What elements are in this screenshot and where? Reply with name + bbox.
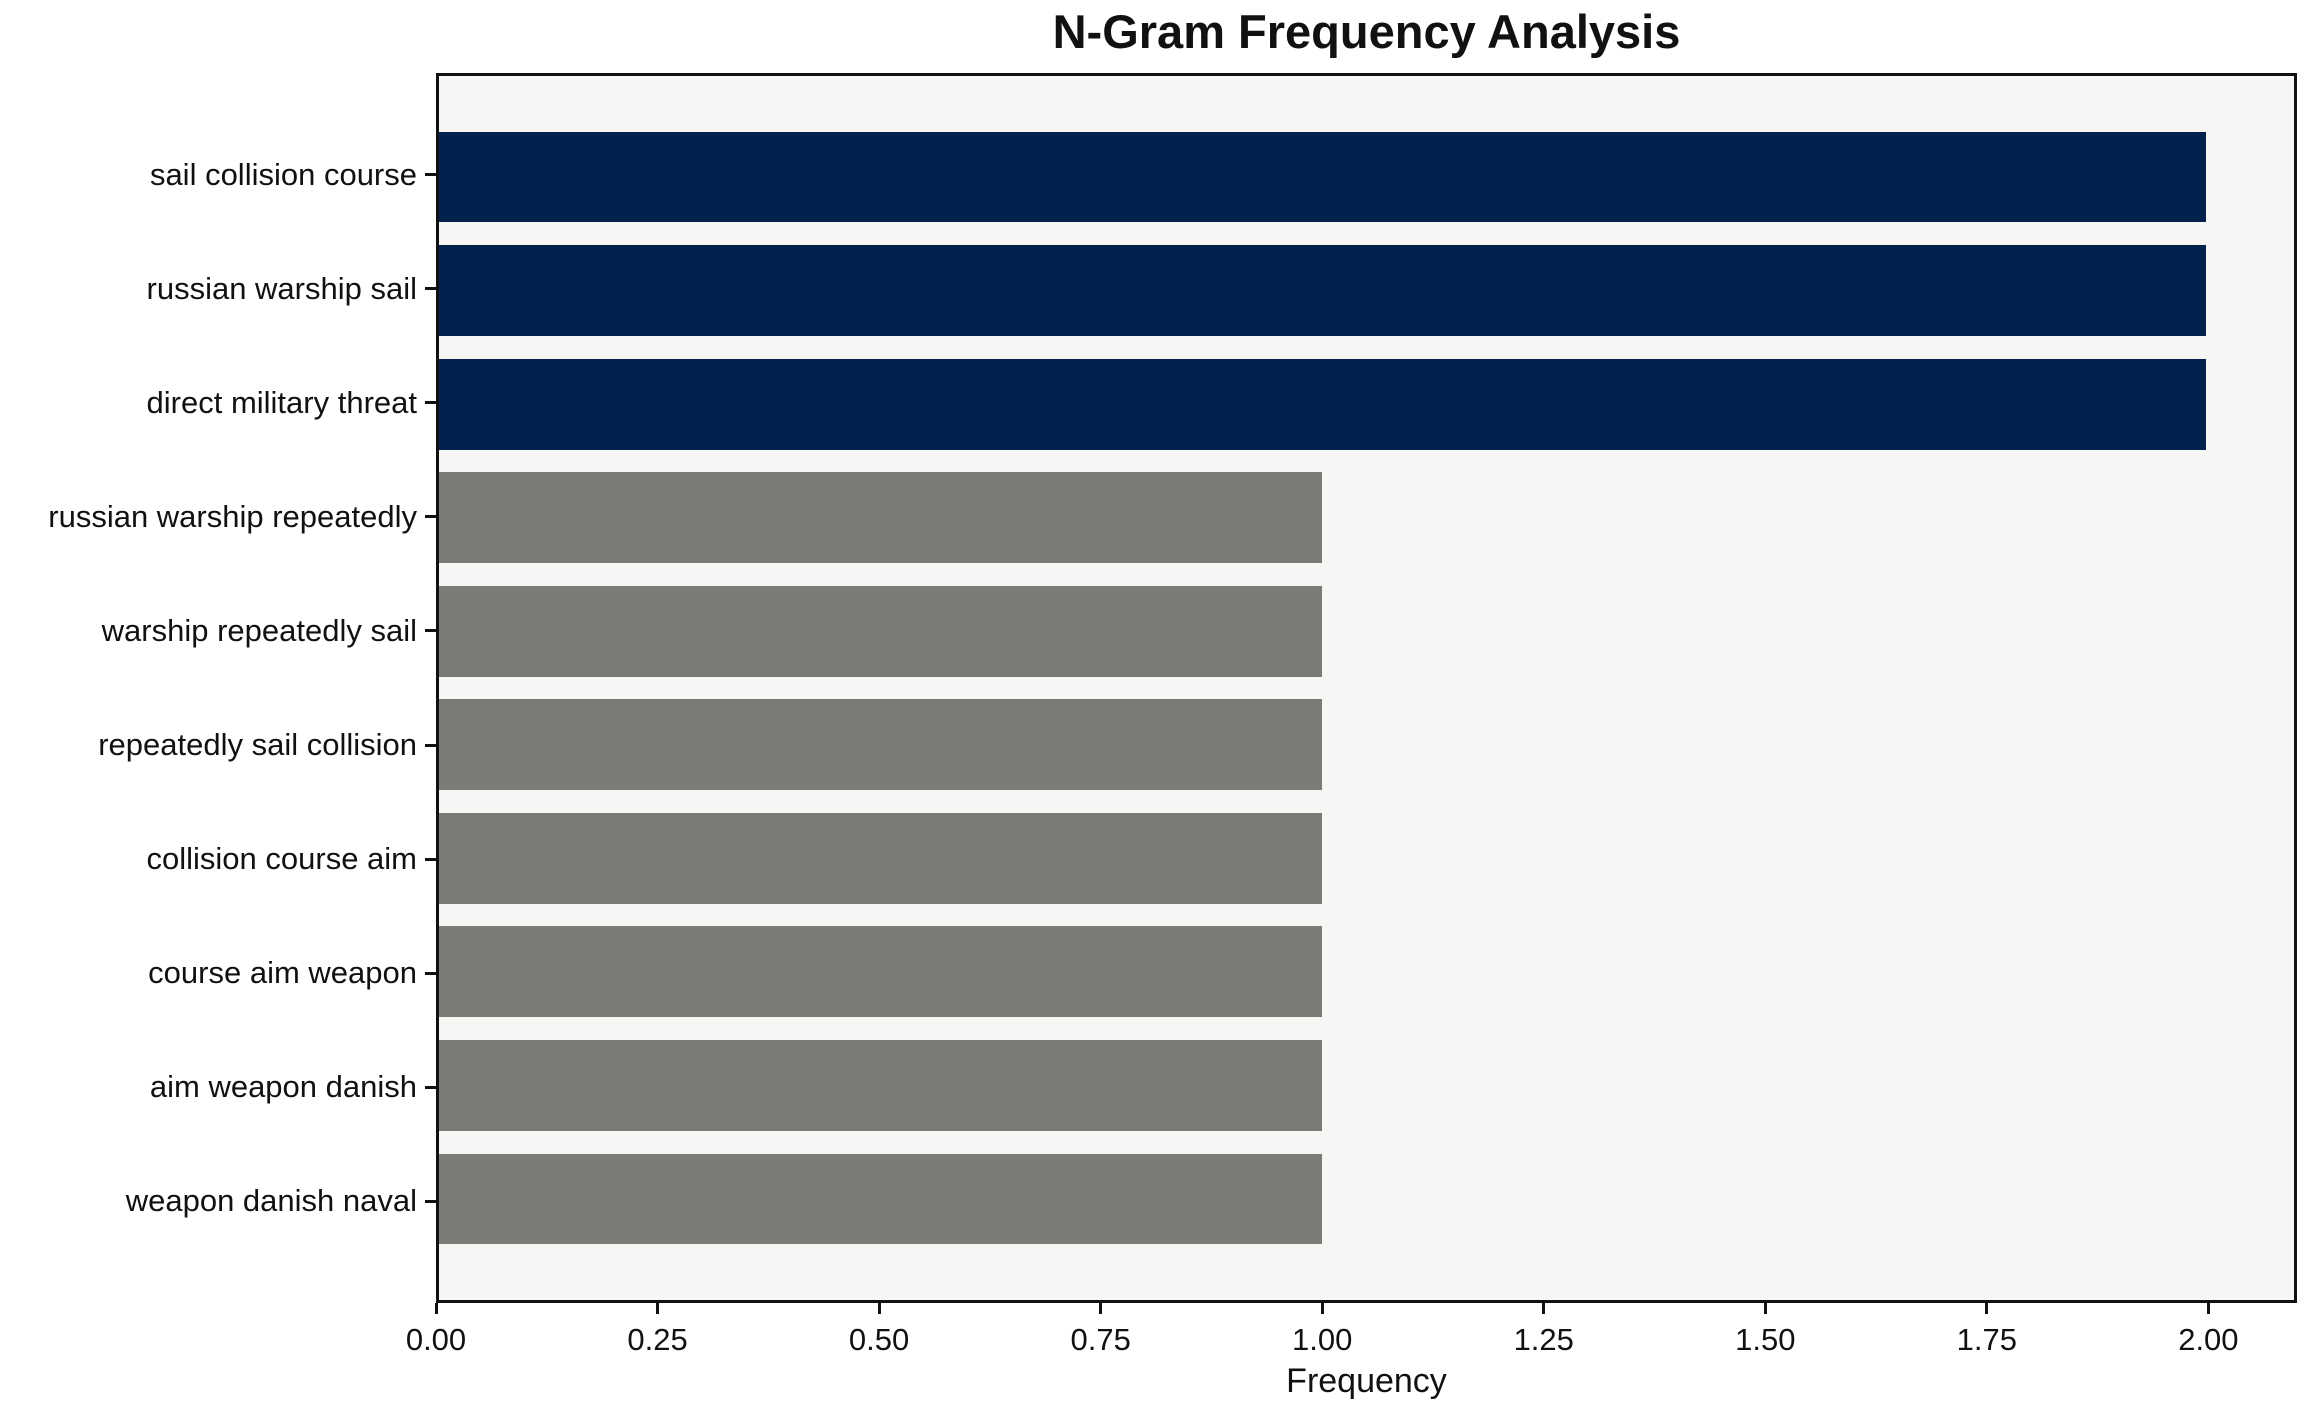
- y-tick-label: repeatedly sail collision: [98, 727, 417, 763]
- chart-title: N-Gram Frequency Analysis: [1052, 5, 1681, 58]
- x-tick-label: 0.75: [1070, 1322, 1131, 1357]
- x-tick-label: 2.00: [2178, 1322, 2239, 1357]
- x-tick-label: 1.25: [1513, 1322, 1574, 1357]
- bar-3: [439, 358, 2206, 450]
- bar-4: [439, 472, 1323, 564]
- bar-8: [439, 926, 1323, 1018]
- y-tick-label: russian warship repeatedly: [48, 498, 417, 534]
- bar-9: [439, 1039, 1323, 1131]
- bar-2: [439, 245, 2206, 336]
- bar-6: [439, 699, 1323, 791]
- x-tick-mark: [1099, 1303, 1103, 1314]
- y-tick-mark: [425, 401, 436, 405]
- bar-5: [439, 585, 1323, 677]
- x-tick-mark: [877, 1303, 881, 1314]
- y-tick-mark: [425, 1085, 436, 1089]
- x-tick-mark: [1542, 1303, 1546, 1314]
- y-tick-mark: [425, 857, 436, 861]
- bar-10: [439, 1153, 1323, 1245]
- x-tick-label: 1.75: [1956, 1322, 2017, 1357]
- y-tick-mark: [425, 629, 436, 633]
- x-tick-mark: [434, 1303, 438, 1314]
- y-tick-label: sail collision course: [149, 156, 417, 192]
- bar-1: [439, 131, 2206, 223]
- x-tick-label: 0.00: [405, 1322, 467, 1357]
- x-tick-label: 0.50: [848, 1322, 910, 1357]
- y-tick-mark: [425, 173, 436, 177]
- x-tick-mark: [1985, 1303, 1989, 1314]
- y-tick-label: russian warship sail: [146, 270, 418, 306]
- y-tick-label: course aim weapon: [148, 955, 417, 991]
- y-tick-label: collision course aim: [146, 841, 418, 877]
- y-tick-label: warship repeatedly sail: [101, 612, 417, 648]
- x-tick-mark: [1763, 1303, 1767, 1314]
- x-tick-mark: [2206, 1303, 2210, 1314]
- y-tick-mark: [425, 971, 436, 975]
- x-axis-label: Frequency: [1286, 1362, 1447, 1400]
- x-tick-mark: [656, 1303, 660, 1314]
- y-tick-label: direct military threat: [146, 384, 417, 420]
- y-tick-mark: [425, 515, 436, 519]
- x-tick-label: 0.25: [627, 1322, 688, 1357]
- bar-7: [439, 812, 1323, 904]
- x-tick-label: 1.00: [1292, 1322, 1353, 1357]
- x-tick-label: 1.50: [1735, 1322, 1796, 1357]
- y-tick-label: aim weapon danish: [149, 1069, 417, 1105]
- y-tick-mark: [425, 1199, 436, 1203]
- y-tick-mark: [425, 743, 436, 747]
- x-tick-mark: [1320, 1303, 1324, 1314]
- y-tick-label: weapon danish naval: [125, 1183, 417, 1219]
- plot-area: [436, 73, 2297, 1303]
- y-tick-mark: [425, 287, 436, 291]
